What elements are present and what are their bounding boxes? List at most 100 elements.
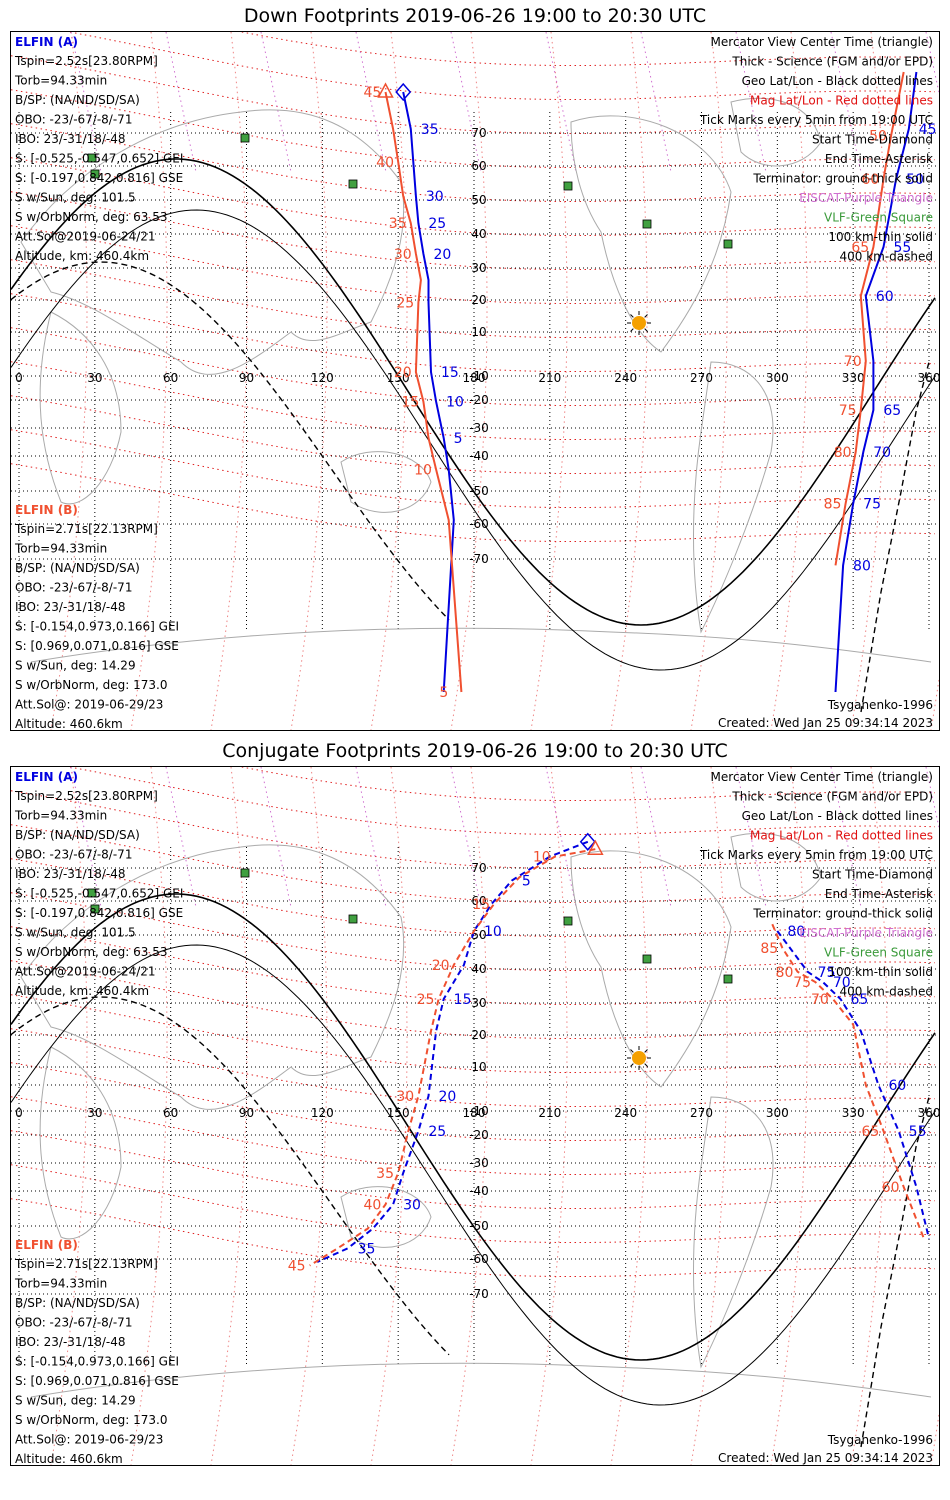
- mag-lon-line: [770, 766, 808, 1466]
- vlf-square: [90, 169, 100, 179]
- track-line: [402, 91, 455, 693]
- north-america-coast: [570, 115, 732, 353]
- lon-tick-label: 120: [311, 1106, 334, 1120]
- pole-line: [545, 31, 577, 173]
- elfin-b-line: S: [-0.154,0.973,0.166] GEI: [15, 620, 179, 634]
- lat-tick-label: -30: [469, 421, 489, 435]
- vlf-square: [723, 239, 733, 249]
- mag-lon-line: [130, 31, 168, 731]
- legend-entry: Geo Lat/Lon - Black dotted lines: [742, 809, 933, 823]
- mag-lon-line: [210, 31, 248, 731]
- vlf-square: [348, 914, 358, 924]
- greenland-coast: [730, 97, 822, 167]
- elfin-a-line: Att.Sol@2019-06-24/21: [15, 230, 156, 244]
- terminator-400km-east: [860, 361, 930, 713]
- terminator-ground: [10, 158, 936, 626]
- lat-tick-label: -10: [469, 1104, 489, 1118]
- track-tick-label: 70: [811, 992, 829, 1008]
- legend-entry: EISCAT-Purple Triangle: [799, 191, 933, 205]
- lon-tick-label: 180: [463, 371, 486, 385]
- model-label: Tsyganenko-1996: [827, 698, 933, 712]
- start-diamond: [395, 82, 412, 102]
- legend-entry: Mag Lat/Lon - Red dotted lines: [750, 829, 933, 843]
- elfin-a-line: Altitude, km: 460.4km: [15, 249, 149, 263]
- terminator-400km: [10, 261, 450, 621]
- pole-line: [260, 766, 292, 908]
- track-tick-label: 10: [414, 463, 432, 479]
- track-tick-label: 25: [428, 216, 446, 232]
- lat-tick-label: -60: [469, 1252, 489, 1266]
- legend-entry: VLF-Green Square: [824, 211, 933, 225]
- lon-tick-label: 0: [15, 371, 23, 385]
- elfin-b-line: Torb=94.33min: [14, 1277, 107, 1291]
- australia-coast: [340, 1186, 432, 1248]
- mag-lon-line: [290, 31, 328, 731]
- terminator-ground: [10, 893, 936, 1361]
- mag-lon-line: [50, 31, 88, 731]
- lon-tick-label: 270: [690, 1106, 713, 1120]
- track-tick-label: 75: [839, 403, 857, 419]
- track-tick-label: 75: [818, 965, 836, 981]
- elfin-a-line: Tspin=2.52s[23.80RPM]: [14, 789, 158, 803]
- elfin-a-line: Att.Sol@2019-06-24/21: [15, 965, 156, 979]
- lat-tick-label: 20: [471, 293, 486, 307]
- legend-entry: Geo Lat/Lon - Black dotted lines: [742, 74, 933, 88]
- elfin-a-line: IBO: 23/-31/18/-48: [15, 867, 126, 881]
- track-tick-label: 80: [776, 965, 794, 981]
- lat-tick-label: 50: [471, 193, 486, 207]
- track-tick-label: 25: [417, 992, 435, 1008]
- lat-tick-labels: 70 60 50 40 30 20 10 -10 -20 -30 -40 -50 -60 -70: [469, 861, 489, 1301]
- track-tick-label: 65: [851, 992, 869, 1008]
- mag-lon-line: [690, 31, 728, 731]
- mag-lon-line: [290, 766, 328, 1466]
- mag-lon-line: [450, 766, 488, 1466]
- track-line: [771, 923, 925, 1239]
- geo-grid: [11, 847, 939, 1367]
- mag-lon-line: [50, 766, 88, 1466]
- track-line: [384, 91, 463, 693]
- elfin-a-info: ELFIN (A) Tspin=2.52s[23.80RPM] Torb=94.33…: [14, 35, 183, 263]
- lat-tick-labels: 70 60 50 40 30 20 10 -10 -20 -30 -40 -50 -60 -70: [469, 126, 489, 566]
- lat-tick-label: 60: [471, 159, 486, 173]
- vlf-square: [348, 179, 358, 189]
- track-line: [309, 848, 596, 1267]
- track-tick-label: 25: [428, 1124, 446, 1140]
- track-tick-label: 40: [376, 155, 394, 171]
- sun-ray: [630, 314, 634, 318]
- elfin-a-line: OBO: -23/-67/-8/-71: [15, 113, 132, 127]
- vlf-square: [240, 133, 250, 143]
- track-tick-label: 45: [364, 85, 382, 101]
- elfin-a-line: S: [-0.525,-0.547,0.652] GEI: [15, 152, 183, 166]
- elfin-a-line: OBO: -23/-67/-8/-71: [15, 848, 132, 862]
- lon-tick-label: 240: [614, 1106, 637, 1120]
- sun-ray: [644, 1049, 648, 1053]
- terminator-400km-east: [860, 1096, 930, 1448]
- vlf-square: [642, 219, 652, 229]
- elfin-b-line: Altitude: 460.6km: [15, 717, 123, 730]
- legend-entry: Mag Lat/Lon - Red dotted lines: [750, 94, 933, 108]
- legend-entry: Tick Marks every 5min from 19:00 UTC: [699, 113, 933, 127]
- track-tick-label: 80: [834, 445, 852, 461]
- track-tick-label: 5: [439, 685, 448, 701]
- lon-tick-label: 60: [163, 371, 178, 385]
- geo-grid: [11, 112, 939, 632]
- mag-lon-line: [850, 766, 888, 1466]
- sun-ray: [644, 328, 648, 332]
- track-tick-label: 35: [358, 1241, 376, 1257]
- lon-tick-label: 30: [87, 371, 102, 385]
- lon-tick-label: 330: [842, 371, 865, 385]
- track-tick-label: 80: [853, 558, 871, 574]
- vlf-square: [642, 954, 652, 964]
- pole-line: [260, 31, 292, 173]
- track-tick-label: 55: [909, 1124, 927, 1140]
- elfin-b-line: S w/Sun, deg: 14.29: [15, 659, 136, 673]
- series-elfin-b-: 45 40 35 30 25 20 15 10 5: [364, 85, 463, 701]
- vlf-square: [87, 888, 97, 898]
- elfin-a-line: Altitude, km: 460.4km: [15, 984, 149, 998]
- lat-tick-label: -70: [469, 1287, 489, 1301]
- map-frame: 0 30 60 90 120 150 180 210 240 270 300 330 360 70 60 50…: [10, 0, 950, 731]
- series-elfin-a-east: 45 50 55 60 65 70 75 80: [834, 71, 937, 693]
- mag-lon-line: [770, 31, 808, 731]
